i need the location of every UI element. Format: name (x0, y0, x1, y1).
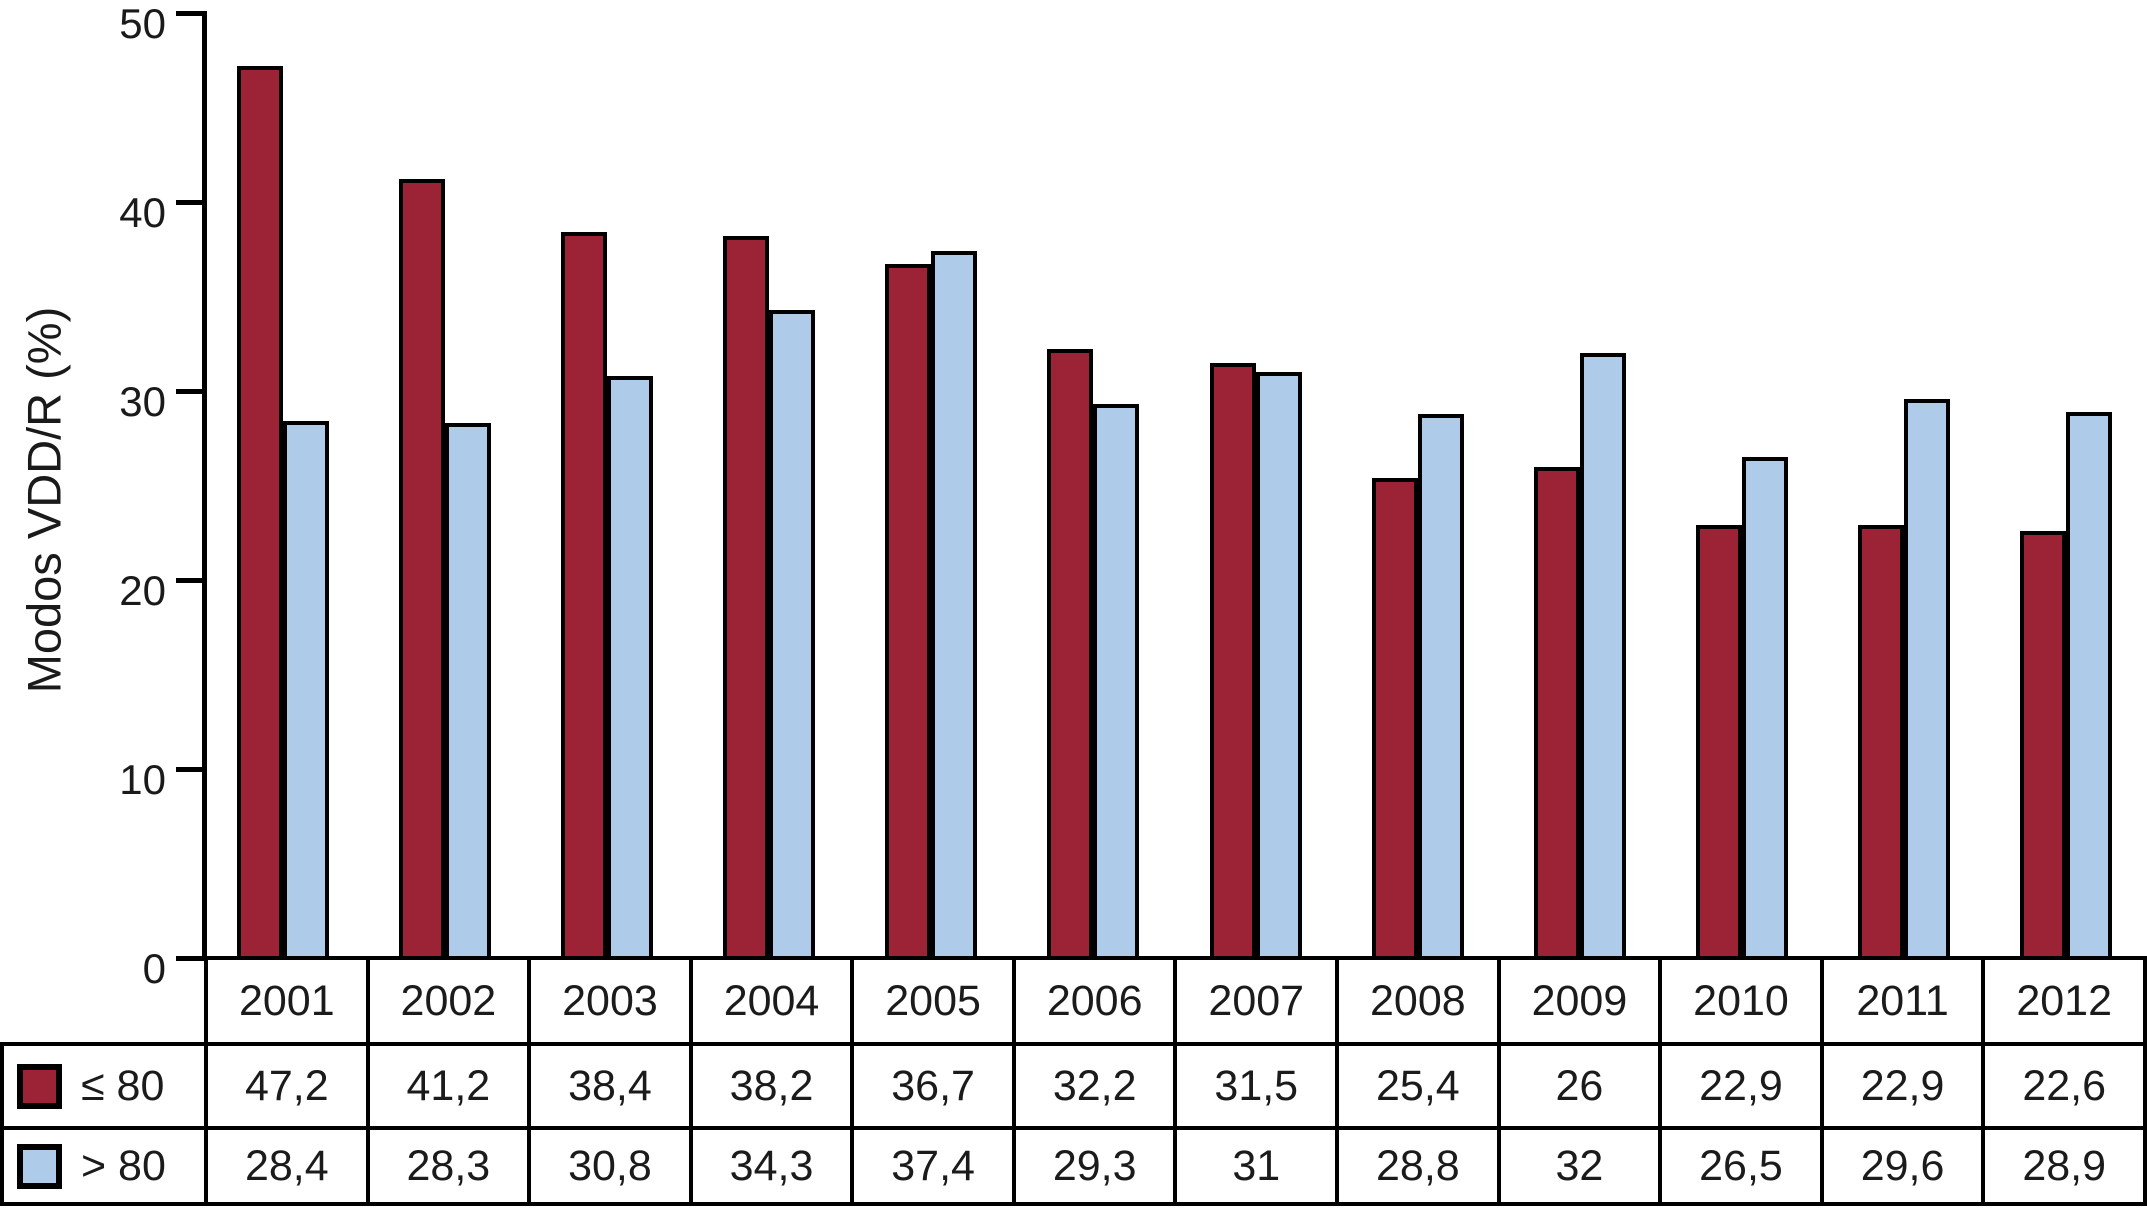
value-le80-2010: 22,9 (1658, 1042, 1824, 1130)
bar-gt80-2005 (931, 251, 977, 962)
bar-le80-2002 (399, 179, 445, 962)
legend-swatch-le80 (17, 1063, 62, 1109)
year-header-2005: 2005 (850, 956, 1016, 1046)
y-axis-line (202, 11, 207, 960)
y-tick-30 (176, 389, 204, 394)
bar-gt80-2006 (1093, 404, 1139, 962)
year-header-2008: 2008 (1335, 956, 1501, 1046)
year-header-2009: 2009 (1496, 956, 1663, 1046)
bar-gt80-2002 (445, 423, 491, 962)
bar-gt80-2004 (769, 310, 815, 962)
value-le80-2002: 41,2 (365, 1042, 532, 1130)
bar-gt80-2009 (1580, 353, 1626, 962)
y-tick-label-40: 40 (119, 189, 166, 236)
value-gt80-2010: 26,5 (1658, 1126, 1824, 1206)
y-tick-label-20: 20 (119, 567, 166, 614)
y-tick-20 (176, 578, 204, 583)
data-table: 2001 2002 2003 2004 2005 2006 2007 2008 2009 2010… (0, 956, 2147, 1206)
y-tick-50 (176, 11, 204, 16)
year-header-2007: 2007 (1173, 956, 1340, 1046)
value-gt80-2008: 28,8 (1335, 1126, 1501, 1206)
value-gt80-2005: 37,4 (850, 1126, 1016, 1206)
value-gt80-2003: 30,8 (527, 1126, 693, 1206)
y-tick-label-10: 10 (119, 756, 166, 803)
year-header-2006: 2006 (1011, 956, 1178, 1046)
year-header-2001: 2001 (204, 956, 370, 1046)
y-tick-label-50: 50 (119, 0, 166, 47)
value-le80-2007: 31,5 (1173, 1042, 1340, 1130)
bar-gt80-2003 (607, 376, 653, 962)
year-header-2003: 2003 (527, 956, 693, 1046)
value-gt80-2009: 32 (1496, 1126, 1663, 1206)
legend-cell-gt80: > 80 (0, 1126, 208, 1206)
bar-le80-2001 (237, 66, 283, 962)
value-gt80-2002: 28,3 (365, 1126, 532, 1206)
value-gt80-2001: 28,4 (204, 1126, 370, 1206)
value-gt80-2012: 28,9 (1981, 1126, 2147, 1206)
bar-le80-2008 (1372, 478, 1418, 962)
value-le80-2009: 26 (1496, 1042, 1663, 1130)
year-header-2004: 2004 (688, 956, 855, 1046)
table-corner-cell (2, 958, 208, 1046)
legend-label-gt80: > 80 (81, 1141, 166, 1190)
value-le80-2005: 36,7 (850, 1042, 1016, 1130)
bar-le80-2011 (1858, 525, 1904, 962)
value-le80-2012: 22,6 (1981, 1042, 2147, 1130)
bar-gt80-2012 (2066, 412, 2112, 962)
bar-gt80-2001 (283, 421, 329, 962)
value-le80-2006: 32,2 (1011, 1042, 1178, 1130)
y-axis-title: Modos VDD/R (%) (17, 306, 71, 694)
bar-gt80-2007 (1256, 372, 1302, 962)
bar-gt80-2008 (1418, 414, 1464, 962)
bar-le80-2012 (2020, 531, 2066, 962)
bar-gt80-2011 (1904, 399, 1950, 962)
bar-le80-2007 (1210, 363, 1256, 962)
bar-le80-2010 (1696, 525, 1742, 962)
year-header-2002: 2002 (365, 956, 532, 1046)
value-le80-2001: 47,2 (204, 1042, 370, 1130)
value-gt80-2007: 31 (1173, 1126, 1340, 1206)
legend-cell-le80: ≤ 80 (0, 1042, 208, 1130)
year-header-2011: 2011 (1819, 956, 1986, 1046)
value-le80-2003: 38,4 (527, 1042, 693, 1130)
year-header-2012: 2012 (1981, 956, 2147, 1046)
y-tick-label-30: 30 (119, 378, 166, 425)
year-header-2010: 2010 (1658, 956, 1824, 1046)
legend-swatch-gt80 (17, 1143, 62, 1189)
y-tick-10 (176, 767, 204, 772)
value-gt80-2004: 34,3 (688, 1126, 855, 1206)
bar-le80-2004 (723, 236, 769, 962)
value-le80-2008: 25,4 (1335, 1042, 1501, 1130)
value-le80-2011: 22,9 (1819, 1042, 1986, 1130)
value-gt80-2006: 29,3 (1011, 1126, 1178, 1206)
legend-label-le80: ≤ 80 (81, 1061, 165, 1110)
y-tick-40 (176, 200, 204, 205)
value-gt80-2011: 29,6 (1819, 1126, 1986, 1206)
value-le80-2004: 38,2 (688, 1042, 855, 1130)
bar-le80-2006 (1047, 349, 1093, 962)
bar-le80-2005 (885, 264, 931, 962)
bar-gt80-2010 (1742, 457, 1788, 962)
bar-le80-2009 (1534, 467, 1580, 962)
bar-le80-2003 (561, 232, 607, 962)
